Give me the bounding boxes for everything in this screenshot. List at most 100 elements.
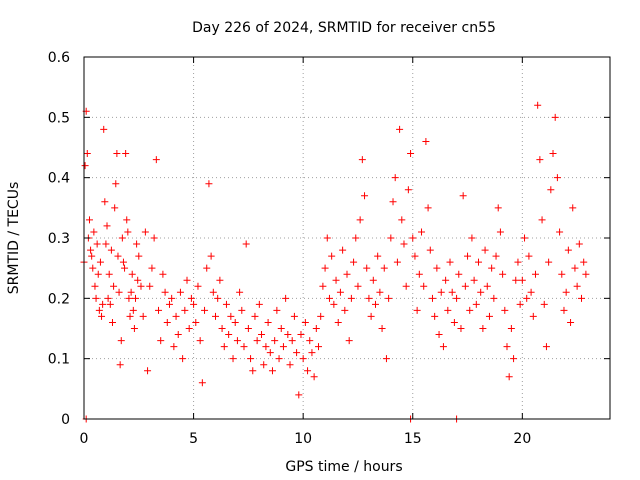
data-point-marker bbox=[103, 222, 111, 230]
data-point-marker bbox=[481, 246, 489, 254]
data-point-marker bbox=[290, 312, 298, 320]
data-point-marker bbox=[371, 300, 379, 308]
data-point-marker bbox=[161, 288, 169, 296]
data-point-marker bbox=[179, 355, 187, 363]
data-point-marker bbox=[361, 192, 369, 200]
data-point-marker bbox=[112, 180, 120, 188]
data-point-marker bbox=[258, 331, 266, 339]
data-point-marker bbox=[439, 343, 447, 351]
data-point-marker bbox=[194, 282, 202, 290]
data-point-marker bbox=[121, 264, 129, 272]
x-tick-label: 5 bbox=[189, 431, 198, 447]
data-point-marker bbox=[227, 312, 235, 320]
y-tick-label: 0.2 bbox=[48, 291, 70, 307]
data-point-marker bbox=[567, 318, 575, 326]
data-point-marker bbox=[325, 294, 333, 302]
data-point-marker bbox=[89, 264, 97, 272]
data-point-marker bbox=[125, 294, 133, 302]
data-point-marker bbox=[264, 318, 272, 326]
data-point-marker bbox=[521, 234, 529, 242]
data-point-marker bbox=[273, 306, 281, 314]
data-point-marker bbox=[496, 228, 504, 236]
data-point-marker bbox=[393, 258, 401, 266]
data-point-marker bbox=[266, 349, 274, 357]
data-point-marker bbox=[159, 270, 167, 278]
data-point-marker bbox=[365, 294, 373, 302]
data-point-marker bbox=[501, 306, 509, 314]
data-point-marker bbox=[268, 367, 276, 375]
data-point-marker bbox=[183, 276, 191, 284]
data-point-marker bbox=[531, 270, 539, 278]
data-point-marker bbox=[512, 276, 520, 284]
data-point-marker bbox=[231, 318, 239, 326]
data-point-marker bbox=[540, 300, 548, 308]
x-tick-label: 10 bbox=[294, 431, 312, 447]
data-point-marker bbox=[107, 246, 115, 254]
data-point-marker bbox=[549, 150, 557, 158]
data-point-marker bbox=[542, 343, 550, 351]
y-tick-label: 0.6 bbox=[48, 50, 70, 66]
data-point-marker bbox=[286, 361, 294, 369]
data-point-marker bbox=[181, 306, 189, 314]
data-point-marker bbox=[490, 294, 498, 302]
data-point-marker bbox=[102, 240, 110, 248]
y-tick-label: 0.1 bbox=[48, 352, 70, 368]
data-point-marker bbox=[330, 300, 338, 308]
data-point-marker bbox=[198, 379, 206, 387]
data-point-marker bbox=[426, 246, 434, 254]
data-point-marker bbox=[385, 294, 393, 302]
data-point-marker bbox=[569, 204, 577, 212]
y-tick-label: 0.3 bbox=[48, 231, 70, 247]
data-point-marker bbox=[196, 337, 204, 345]
data-point-marker bbox=[99, 300, 107, 308]
data-point-marker bbox=[130, 325, 138, 332]
data-point-marker bbox=[347, 294, 355, 302]
data-point-marker bbox=[247, 355, 255, 363]
data-point-marker bbox=[354, 282, 362, 290]
data-point-marker bbox=[479, 325, 487, 332]
data-point-marker bbox=[192, 318, 200, 326]
data-point-marker bbox=[415, 270, 423, 278]
data-point-marker bbox=[201, 306, 209, 314]
data-point-marker bbox=[459, 192, 467, 200]
data-point-marker bbox=[461, 282, 469, 290]
data-point-marker bbox=[209, 288, 217, 296]
data-point-marker bbox=[455, 270, 463, 278]
data-point-marker bbox=[275, 355, 283, 363]
data-point-marker bbox=[534, 101, 542, 109]
data-point-marker bbox=[92, 294, 100, 302]
data-point-marker bbox=[553, 174, 561, 182]
data-point-marker bbox=[216, 276, 224, 284]
data-point-marker bbox=[363, 264, 371, 272]
data-point-marker bbox=[172, 312, 180, 320]
data-point-marker bbox=[345, 337, 353, 345]
data-point-marker bbox=[315, 343, 323, 351]
data-point-marker bbox=[304, 367, 312, 375]
data-point-marker bbox=[310, 373, 318, 381]
data-point-marker bbox=[236, 288, 244, 296]
data-point-marker bbox=[387, 234, 395, 242]
data-point-marker bbox=[431, 312, 439, 320]
data-point-marker bbox=[507, 325, 515, 332]
data-point-marker bbox=[505, 373, 513, 381]
data-point-marker bbox=[83, 150, 91, 158]
data-point-marker bbox=[558, 270, 566, 278]
data-point-marker bbox=[229, 355, 237, 363]
data-point-marker bbox=[334, 318, 342, 326]
data-point-marker bbox=[203, 264, 211, 272]
data-point-marker bbox=[457, 325, 465, 332]
data-point-marker bbox=[139, 312, 147, 320]
data-point-marker bbox=[560, 306, 568, 314]
data-point-marker bbox=[492, 252, 500, 260]
data-point-marker bbox=[472, 300, 480, 308]
data-point-marker bbox=[141, 228, 149, 236]
data-point-marker bbox=[90, 228, 98, 236]
data-point-marker bbox=[578, 294, 586, 302]
data-point-marker bbox=[341, 306, 349, 314]
data-point-marker bbox=[536, 156, 544, 164]
data-point-marker bbox=[251, 312, 259, 320]
data-point-marker bbox=[420, 282, 428, 290]
data-point-marker bbox=[244, 325, 252, 332]
data-point-marker bbox=[212, 312, 219, 320]
data-point-marker bbox=[332, 276, 340, 284]
